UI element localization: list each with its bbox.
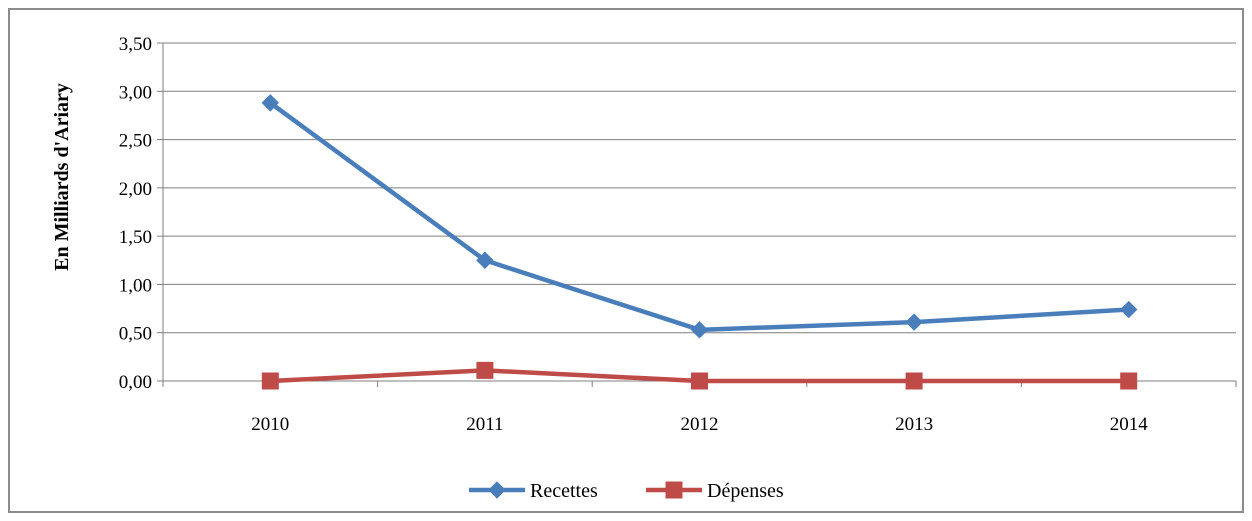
- legend: Recettes Dépenses: [469, 480, 784, 502]
- data-point: [691, 372, 708, 390]
- data-point: [1119, 300, 1138, 319]
- data-point: [476, 361, 494, 379]
- legend-item-dépenses: Dépenses: [646, 480, 784, 502]
- x-tick-label: 2013: [895, 414, 933, 435]
- data-point: [1120, 372, 1138, 390]
- y-tick-label: 1,00: [119, 275, 152, 296]
- x-tick-labels: 2010 2011 2012 2013 2014: [251, 414, 1148, 435]
- legend-item-recettes: Recettes: [469, 480, 598, 502]
- data-point: [261, 94, 280, 112]
- series-recettes: [261, 94, 1138, 339]
- y-tick-label: 0,50: [119, 324, 152, 345]
- y-tick-label: 1,50: [119, 227, 152, 248]
- x-tick-label: 2014: [1110, 414, 1149, 435]
- y-tick-labels: 0,00 0,50 1,00 1,50 2,00 2,50 3,00 3,50: [119, 34, 152, 393]
- legend-swatch-marker: [488, 481, 506, 499]
- data-point: [261, 372, 279, 390]
- x-tick-label: 2010: [251, 414, 289, 435]
- data-point: [905, 313, 923, 331]
- y-tick-label: 3,00: [119, 82, 152, 103]
- x-tick-label: 2012: [681, 414, 719, 435]
- y-tick-label: 2,00: [119, 179, 152, 200]
- data-point: [690, 321, 709, 339]
- y-tick-label: 0,00: [119, 372, 152, 393]
- legend-label: Dépenses: [707, 480, 784, 502]
- chart-frame: [8, 8, 1244, 513]
- legend-label: Recettes: [530, 480, 598, 502]
- y-tick-label: 3,50: [119, 34, 152, 55]
- y-tick-label: 2,50: [119, 131, 152, 152]
- data-point: [905, 372, 923, 390]
- series-dépenses: [261, 361, 1138, 390]
- legend-swatch-marker: [665, 481, 683, 499]
- series-line: [268, 101, 1129, 333]
- data-point: [476, 251, 494, 269]
- series: [261, 94, 1138, 390]
- y-axis-title: En Milliards d'Ariary: [51, 83, 73, 271]
- x-tick-label: 2011: [466, 414, 503, 435]
